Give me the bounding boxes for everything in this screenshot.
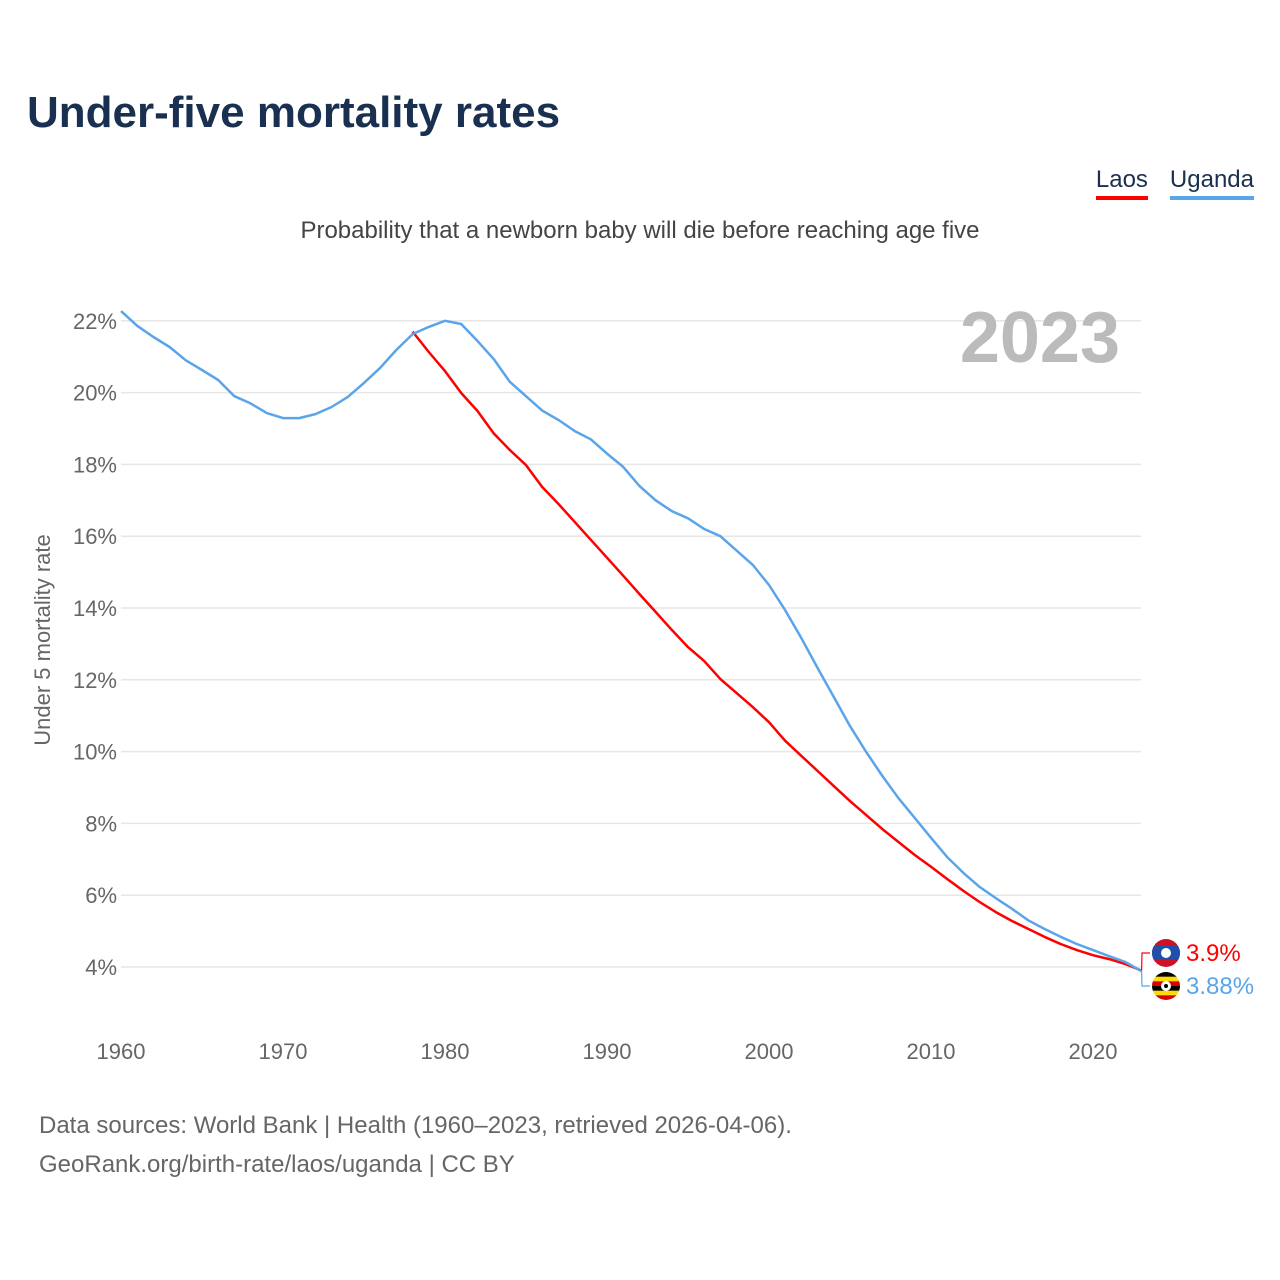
chart-title: Under-five mortality rates (27, 88, 561, 137)
x-tick-label: 1970 (259, 1039, 308, 1064)
x-tick-label: 2020 (1069, 1039, 1118, 1064)
connector-uganda (1141, 971, 1150, 987)
legend-uganda[interactable]: Uganda (1169, 166, 1254, 200)
legend: Laos Uganda (1095, 166, 1254, 200)
laos-flag-icon (1152, 939, 1180, 967)
source-line-2[interactable]: GeoRank.org/birth-rate/laos/uganda | CC … (39, 1151, 515, 1178)
y-tick-label: 8% (85, 811, 117, 836)
x-tick-label: 1960 (97, 1039, 146, 1064)
source-line-1: Data sources: World Bank | Health (1960–… (39, 1112, 792, 1139)
y-axis-label: Under 5 mortality rate (30, 534, 55, 746)
series-line-uganda[interactable] (120, 310, 1143, 973)
series-line-laos[interactable] (411, 330, 1143, 972)
y-tick-label: 4% (85, 955, 117, 980)
source-note: Data sources: World Bank | Health (1960–… (39, 1106, 792, 1184)
connector-laos (1141, 952, 1150, 971)
legend-laos[interactable]: Laos (1095, 166, 1148, 200)
x-tick-label: 1980 (421, 1039, 470, 1064)
uganda-flag-icon (1152, 972, 1180, 1000)
y-tick-label: 20% (73, 381, 117, 406)
y-tick-label: 14% (73, 596, 117, 621)
y-tick-label: 6% (85, 883, 117, 908)
y-tick-label: 18% (73, 452, 117, 477)
chart-subtitle: Probability that a newborn baby will die… (300, 217, 980, 244)
y-tick-label: 10% (73, 740, 117, 765)
year-watermark: 2023 (960, 298, 1120, 378)
y-tick-label: 12% (73, 668, 117, 693)
x-tick-label: 2010 (907, 1039, 956, 1064)
x-tick-label: 1990 (583, 1039, 632, 1064)
end-value-uganda: 3.88% (1186, 973, 1254, 1000)
y-tick-label: 16% (73, 524, 117, 549)
x-tick-label: 2000 (745, 1039, 794, 1064)
y-tick-label: 22% (73, 309, 117, 334)
end-value-laos: 3.9% (1186, 940, 1241, 967)
